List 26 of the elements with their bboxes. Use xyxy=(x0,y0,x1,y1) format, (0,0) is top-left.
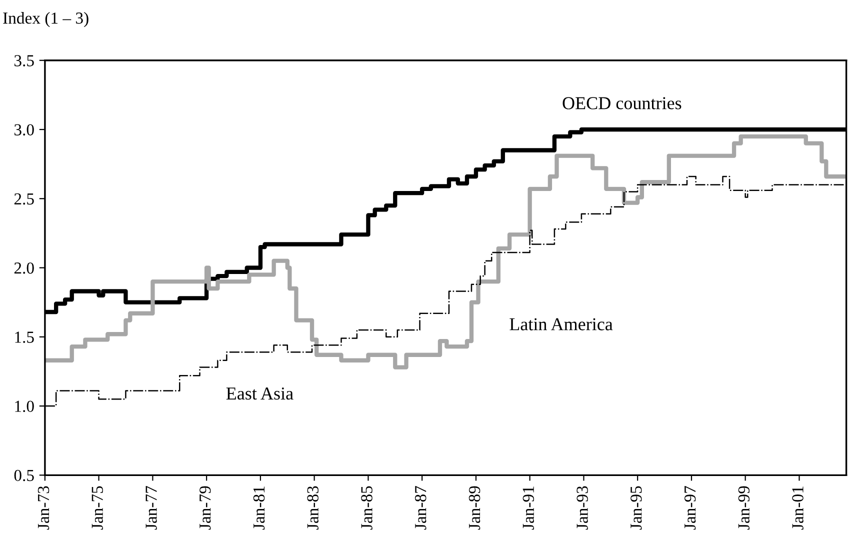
series-label: OECD countries xyxy=(562,97,682,110)
y-tick-label: 0.5 xyxy=(14,470,34,482)
y-tick-label: 1.5 xyxy=(15,332,34,343)
y-tick-label: 2.5 xyxy=(14,193,34,205)
x-tick-label: Jan-85 xyxy=(361,486,372,530)
series-label: Latin America xyxy=(510,318,613,330)
y-axis-title: Index (1 – 3) xyxy=(3,12,88,28)
x-tick-label: Jan-99 xyxy=(738,486,750,530)
y-tick-label: 3.0 xyxy=(14,124,34,136)
x-tick-label: Jan-87 xyxy=(414,486,426,530)
x-tick-label: Jan-89 xyxy=(468,486,480,530)
y-tick-label: 1.0 xyxy=(15,400,34,412)
x-tick-label: Jan-97 xyxy=(684,486,696,530)
x-tick-label: Jan-01 xyxy=(792,486,804,530)
series-label: East Asia xyxy=(226,387,294,400)
x-tick-label: Jan-93 xyxy=(576,486,588,530)
x-tick-label: Jan-83 xyxy=(307,486,318,530)
y-tick-label: 3.5 xyxy=(14,55,34,66)
x-tick-label: Jan-95 xyxy=(630,486,642,530)
x-tick-label: Jan-91 xyxy=(522,486,534,530)
x-tick-label: Jan-73 xyxy=(38,486,50,530)
x-tick-label: Jan-75 xyxy=(92,486,103,530)
x-tick-label: Jan-79 xyxy=(200,486,211,530)
x-tick-label: Jan-81 xyxy=(253,486,265,530)
x-tick-label: Jan-77 xyxy=(146,486,157,530)
y-tick-label: 2.0 xyxy=(14,262,34,274)
